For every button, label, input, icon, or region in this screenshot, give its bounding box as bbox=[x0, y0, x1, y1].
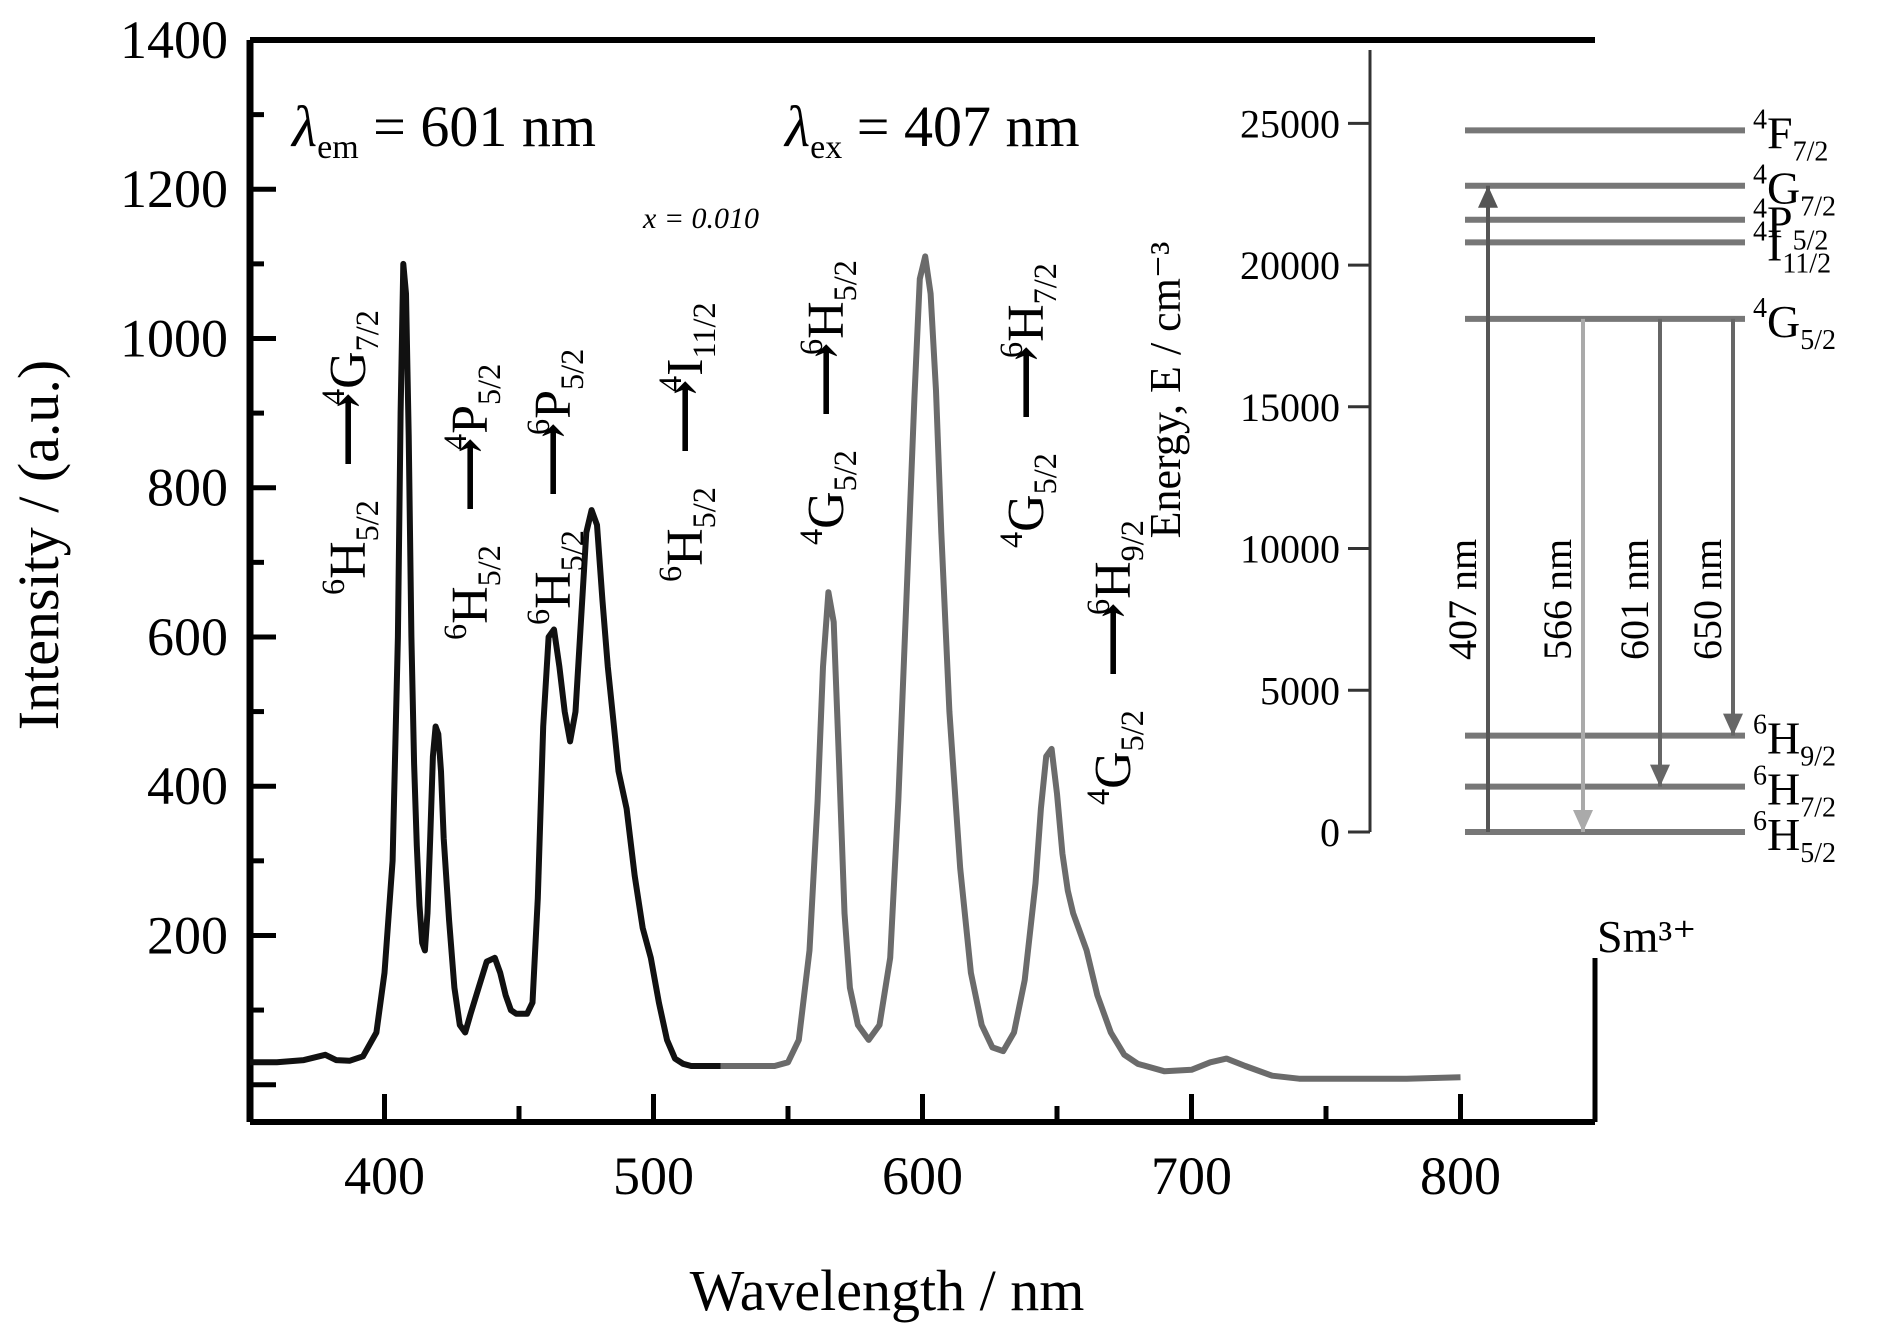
x-tick-label: 400 bbox=[344, 1146, 425, 1206]
y-tick-label: 1200 bbox=[120, 159, 228, 219]
energy-transitions: 407 nm 566 nm 601 nm 650 nm bbox=[1440, 185, 1743, 832]
energy-tick-label: 25000 bbox=[1240, 101, 1340, 146]
excitation-transition-label: 6H5/2 ⟶4P5/2 bbox=[437, 351, 507, 640]
svg-text:4G7/2: 4G7/2 bbox=[315, 297, 385, 405]
lambda-em-label: λem = 601 nm bbox=[290, 94, 596, 166]
svg-text:4G5/2: 4G5/2 bbox=[1080, 697, 1150, 805]
transition-arrowhead bbox=[1478, 185, 1498, 208]
transition-arrowhead bbox=[1723, 713, 1743, 736]
transition-arrowhead bbox=[1650, 764, 1670, 787]
transition-wavelength-label: 566 nm bbox=[1535, 539, 1580, 660]
svg-text:6H5/2: 6H5/2 bbox=[315, 487, 385, 595]
svg-text:⟶: ⟶ bbox=[1085, 602, 1142, 677]
excitation-spectrum-line bbox=[250, 260, 721, 1069]
x-value-label: x = 0.010 bbox=[642, 202, 759, 235]
svg-text:6H5/2: 6H5/2 bbox=[437, 532, 507, 640]
energy-tick-label: 20000 bbox=[1240, 243, 1340, 288]
energy-axis: 0 5000 10000 15000 20000 25000 bbox=[1240, 50, 1372, 855]
energy-level-label: 4G7/2 bbox=[1753, 160, 1836, 223]
y-tick-label: 200 bbox=[147, 905, 228, 965]
energy-axis-title: Energy, E / cm⁻³ bbox=[1141, 242, 1190, 539]
energy-tick-label: 15000 bbox=[1240, 385, 1340, 430]
y-tick-label: 600 bbox=[147, 607, 228, 667]
svg-text:⟶: ⟶ bbox=[998, 345, 1055, 420]
x-tick-label: 800 bbox=[1420, 1146, 1501, 1206]
svg-text:6H9/2: 6H9/2 bbox=[1080, 507, 1150, 615]
x-tick-label: 500 bbox=[613, 1146, 694, 1206]
x-tick-label: 700 bbox=[1151, 1146, 1232, 1206]
transition-wavelength-label: 407 nm bbox=[1440, 539, 1485, 660]
energy-level-label: 4G5/2 bbox=[1753, 293, 1836, 356]
energy-level-label: 6H7/2 bbox=[1753, 761, 1836, 824]
emission-transition-label: 4G5/2 ⟶6H5/2 bbox=[793, 247, 863, 545]
x-axis-title: Wavelength / nm bbox=[690, 1258, 1085, 1323]
y-tick-label: 800 bbox=[147, 458, 228, 518]
svg-text:6H7/2: 6H7/2 bbox=[993, 250, 1063, 358]
emission-transition-label: 4G5/2 ⟶6H7/2 bbox=[993, 250, 1063, 548]
svg-text:⟶: ⟶ bbox=[525, 422, 582, 497]
svg-text:4G5/2: 4G5/2 bbox=[993, 440, 1063, 548]
x-tick-label: 600 bbox=[882, 1146, 963, 1206]
energy-tick-label: 0 bbox=[1320, 810, 1340, 855]
y-axis-title: Intensity / (a.u.) bbox=[6, 360, 71, 730]
svg-text:6H5/2: 6H5/2 bbox=[652, 474, 722, 582]
svg-text:4I11/2: 4I11/2 bbox=[652, 289, 722, 392]
svg-text:4P5/2: 4P5/2 bbox=[437, 351, 507, 450]
spectrum-series bbox=[250, 253, 1461, 1082]
svg-text:⟶: ⟶ bbox=[798, 342, 855, 417]
svg-text:⟶: ⟶ bbox=[320, 392, 377, 467]
y-tick-label: 400 bbox=[147, 756, 228, 816]
lambda-ex-label: λex = 407 nm bbox=[783, 94, 1080, 166]
svg-text:⟶: ⟶ bbox=[657, 379, 714, 454]
emission-transition-label: 4G5/2 ⟶6H9/2 bbox=[1080, 507, 1150, 805]
emission-spectrum-line bbox=[720, 253, 1461, 1082]
main-spectrum-plot: 400 500 600 700 800200400600800100012001400 … bbox=[6, 10, 1598, 1323]
transition-wavelength-label: 601 nm bbox=[1612, 539, 1657, 660]
svg-text:⟶: ⟶ bbox=[442, 437, 499, 512]
excitation-transition-label: 6H5/2 ⟶4G7/2 bbox=[315, 297, 385, 595]
y-tick-label: 1400 bbox=[120, 10, 228, 70]
energy-tick-label: 5000 bbox=[1260, 668, 1340, 713]
svg-text:6P5/2: 6P5/2 bbox=[520, 336, 590, 435]
energy-level-label: 4P5/2 bbox=[1753, 194, 1828, 257]
axis-ticks: 400 500 600 700 800 200 400 600 800 1000 1200 1400 bbox=[120, 10, 1598, 1206]
energy-level-label: 4F7/2 bbox=[1753, 104, 1828, 167]
excitation-transition-label: 6H5/2 ⟶4I11/2 bbox=[652, 289, 722, 582]
svg-text:6H5/2: 6H5/2 bbox=[520, 517, 590, 625]
energy-level-diagram: 0 5000 10000 15000 20000 25000 Energy, E / cm… bbox=[1141, 50, 1836, 962]
transition-labels: 6H5/2 ⟶4G7/2 6H5/2 ⟶4P5/2 6H5/2 ⟶6P5/2 6… bbox=[315, 247, 1150, 805]
svg-text:6H5/2: 6H5/2 bbox=[793, 247, 863, 355]
energy-level-label: 6H9/2 bbox=[1753, 710, 1836, 773]
excitation-transition-label: 6H5/2 ⟶6P5/2 bbox=[520, 336, 590, 625]
energy-level-label: 4I11/2 bbox=[1753, 216, 1831, 279]
y-tick-label: 1000 bbox=[120, 308, 228, 368]
energy-tick-label: 10000 bbox=[1240, 527, 1340, 572]
transition-wavelength-label: 650 nm bbox=[1685, 539, 1730, 660]
svg-text:4G5/2: 4G5/2 bbox=[793, 437, 863, 545]
transition-arrowhead bbox=[1573, 810, 1593, 832]
ion-label: Sm³⁺ bbox=[1597, 911, 1696, 962]
energy-level-label: 6H5/2 bbox=[1753, 806, 1836, 869]
